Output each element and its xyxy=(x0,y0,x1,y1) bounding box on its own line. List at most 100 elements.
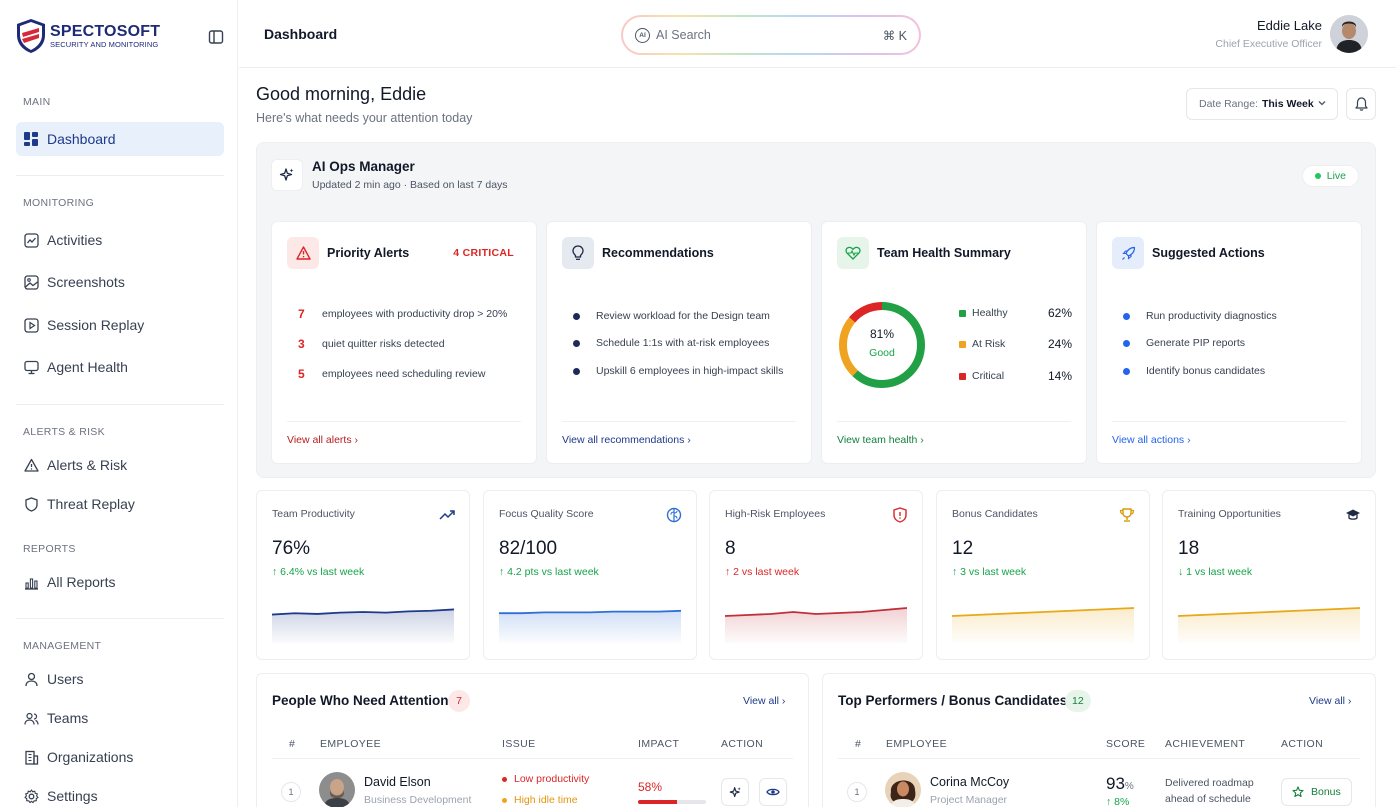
column-header[interactable]: EMPLOYEE xyxy=(886,738,947,750)
chevron-right-icon: › xyxy=(920,434,924,446)
sidebar-item-organizations[interactable]: Organizations xyxy=(16,740,224,774)
ai-search-input[interactable]: AI AI Search ⌘ K xyxy=(623,17,919,53)
sidebar-item-threat-replay[interactable]: Threat Replay xyxy=(16,487,224,521)
action-text: Run productivity diagnostics xyxy=(1146,310,1277,322)
issue-dot-icon xyxy=(502,776,507,782)
kpi-focus-quality[interactable]: Focus Quality Score 82/100 ↑ 4.2 pts vs … xyxy=(483,490,697,660)
avatar[interactable] xyxy=(1330,15,1368,53)
kpi-trend: ↑ 6.4% vs last week xyxy=(272,566,365,578)
divider xyxy=(562,421,796,422)
view-employee-button[interactable] xyxy=(759,778,787,806)
card-title: Recommendations xyxy=(602,246,714,260)
alert-text: quiet quitter risks detected xyxy=(322,338,445,350)
sidebar-item-users[interactable]: Users xyxy=(16,662,224,696)
legend-swatch xyxy=(959,340,966,348)
ai-search-box[interactable]: AI AI Search ⌘ K xyxy=(621,15,921,55)
kpi-high-risk[interactable]: High-Risk Employees 8 ↑ 2 vs last week xyxy=(709,490,923,660)
user-name[interactable]: Eddie Lake xyxy=(1256,18,1322,33)
kpi-team-productivity[interactable]: Team Productivity 76% ↑ 6.4% vs last wee… xyxy=(256,490,470,660)
alert-text: employees need scheduling review xyxy=(322,368,486,380)
sidebar-item-agent-health[interactable]: Agent Health xyxy=(16,350,224,384)
kpi-label: Focus Quality Score xyxy=(499,508,594,520)
employee-photo xyxy=(319,772,355,807)
sidebar-item-settings[interactable]: Settings xyxy=(16,779,224,807)
avatar[interactable] xyxy=(319,772,355,807)
column-header[interactable]: EMPLOYEE xyxy=(320,738,381,750)
view-all-performers-link[interactable]: View all › xyxy=(1309,695,1352,707)
search-shortcut: ⌘ K xyxy=(882,28,907,43)
user-icon xyxy=(23,671,39,687)
shield-icon xyxy=(23,496,39,512)
dashboard-icon xyxy=(23,131,39,147)
legend-label: Critical xyxy=(972,370,1005,382)
alert-row[interactable]: 3 quiet quitter risks detected xyxy=(298,337,445,351)
date-range-value: This Week xyxy=(1261,98,1314,110)
sidebar-item-label: Activities xyxy=(47,232,103,248)
sidebar-item-label: Alerts & Risk xyxy=(47,457,128,473)
kpi-sparkline xyxy=(499,609,681,643)
column-header[interactable]: IMPACT xyxy=(638,738,680,750)
ai-insight-button[interactable] xyxy=(721,778,749,806)
recommendation-item[interactable]: Upskill 6 employees in high-impact skill… xyxy=(573,365,783,377)
sparkline-area xyxy=(272,609,454,643)
view-all-recommendations-link[interactable]: View all recommendations › xyxy=(562,434,691,446)
avatar[interactable] xyxy=(885,772,921,807)
legend-swatch xyxy=(959,309,966,317)
alert-row[interactable]: 5 employees need scheduling review xyxy=(298,367,485,381)
notifications-button[interactable] xyxy=(1346,88,1376,120)
bonus-button[interactable]: Bonus xyxy=(1281,778,1352,806)
monitor-icon xyxy=(23,359,39,375)
greeting-subtitle: Here's what needs your attention today xyxy=(256,111,473,125)
legend-label: Healthy xyxy=(972,307,1008,319)
column-header: # xyxy=(289,738,296,750)
kpi-training-opportunities[interactable]: Training Opportunities 18 ↓ 1 vs last we… xyxy=(1162,490,1376,660)
suggested-action-item[interactable]: Identify bonus candidates xyxy=(1123,365,1265,377)
alert-row[interactable]: 7 employees with productivity drop > 20% xyxy=(298,307,507,321)
view-all-alerts-link[interactable]: View all alerts › xyxy=(287,434,359,446)
employee-department: Business Development xyxy=(364,794,472,806)
employee-name[interactable]: David Elson xyxy=(364,775,431,789)
sidebar-toggle-icon[interactable] xyxy=(208,29,224,45)
sidebar-item-activities[interactable]: Activities xyxy=(16,223,224,257)
chevron-right-icon: › xyxy=(354,434,359,446)
column-header[interactable]: ACHIEVEMENT xyxy=(1165,738,1246,750)
recommendation-text: Review workload for the Design team xyxy=(596,310,770,322)
column-header[interactable]: ISSUE xyxy=(502,738,536,750)
sidebar-item-teams[interactable]: Teams xyxy=(16,701,224,735)
alert-count: 5 xyxy=(298,367,305,381)
suggested-action-item[interactable]: Generate PIP reports xyxy=(1123,337,1245,349)
trending-up-icon xyxy=(439,510,455,520)
sidebar-item-session-replay[interactable]: Session Replay xyxy=(16,308,224,342)
sidebar-item-all-reports[interactable]: All Reports xyxy=(16,565,224,599)
view-team-health-link[interactable]: View team health › xyxy=(837,434,924,446)
date-range-label: Date Range: xyxy=(1199,98,1258,110)
bullet-icon xyxy=(573,339,580,347)
recommendation-text: Schedule 1:1s with at-risk employees xyxy=(596,337,770,349)
view-all-attention-link[interactable]: View all › xyxy=(743,695,786,707)
rocket-icon xyxy=(1112,237,1144,269)
sidebar-item-alerts-risk[interactable]: Alerts & Risk xyxy=(16,448,224,482)
view-all-actions-link[interactable]: View all actions › xyxy=(1112,434,1191,446)
eye-icon xyxy=(766,788,780,796)
warning-icon xyxy=(287,237,319,269)
recommendation-item[interactable]: Review workload for the Design team xyxy=(573,310,770,322)
sidebar-item-dashboard[interactable]: Dashboard xyxy=(16,122,224,156)
sparkline-area xyxy=(952,608,1134,643)
sparkline-area xyxy=(499,610,681,643)
nav-divider xyxy=(16,175,224,176)
employee-name[interactable]: Corina McCoy xyxy=(930,775,1010,789)
recommendation-item[interactable]: Schedule 1:1s with at-risk employees xyxy=(573,337,769,349)
legend-pct: 24% xyxy=(1047,337,1072,351)
logo[interactable]: SPECTOSOFT SECURITY AND MONITORING xyxy=(15,18,160,54)
column-header[interactable]: SCORE xyxy=(1106,738,1146,750)
count-badge: 7 xyxy=(448,690,470,712)
sidebar-item-screenshots[interactable]: Screenshots xyxy=(16,265,224,299)
kpi-value: 8 xyxy=(725,538,736,559)
issue-tag: High idle time xyxy=(502,794,578,806)
date-range-select[interactable]: Date Range: This Week xyxy=(1186,88,1338,120)
suggested-action-item[interactable]: Run productivity diagnostics xyxy=(1123,310,1277,322)
column-header: ACTION xyxy=(1281,738,1324,750)
ai-ops-subtitle: Updated 2 min ago · Based on last 7 days xyxy=(312,179,508,191)
kpi-bonus-candidates[interactable]: Bonus Candidates 12 ↑ 3 vs last week xyxy=(936,490,1150,660)
card-title: Priority Alerts xyxy=(327,246,410,260)
